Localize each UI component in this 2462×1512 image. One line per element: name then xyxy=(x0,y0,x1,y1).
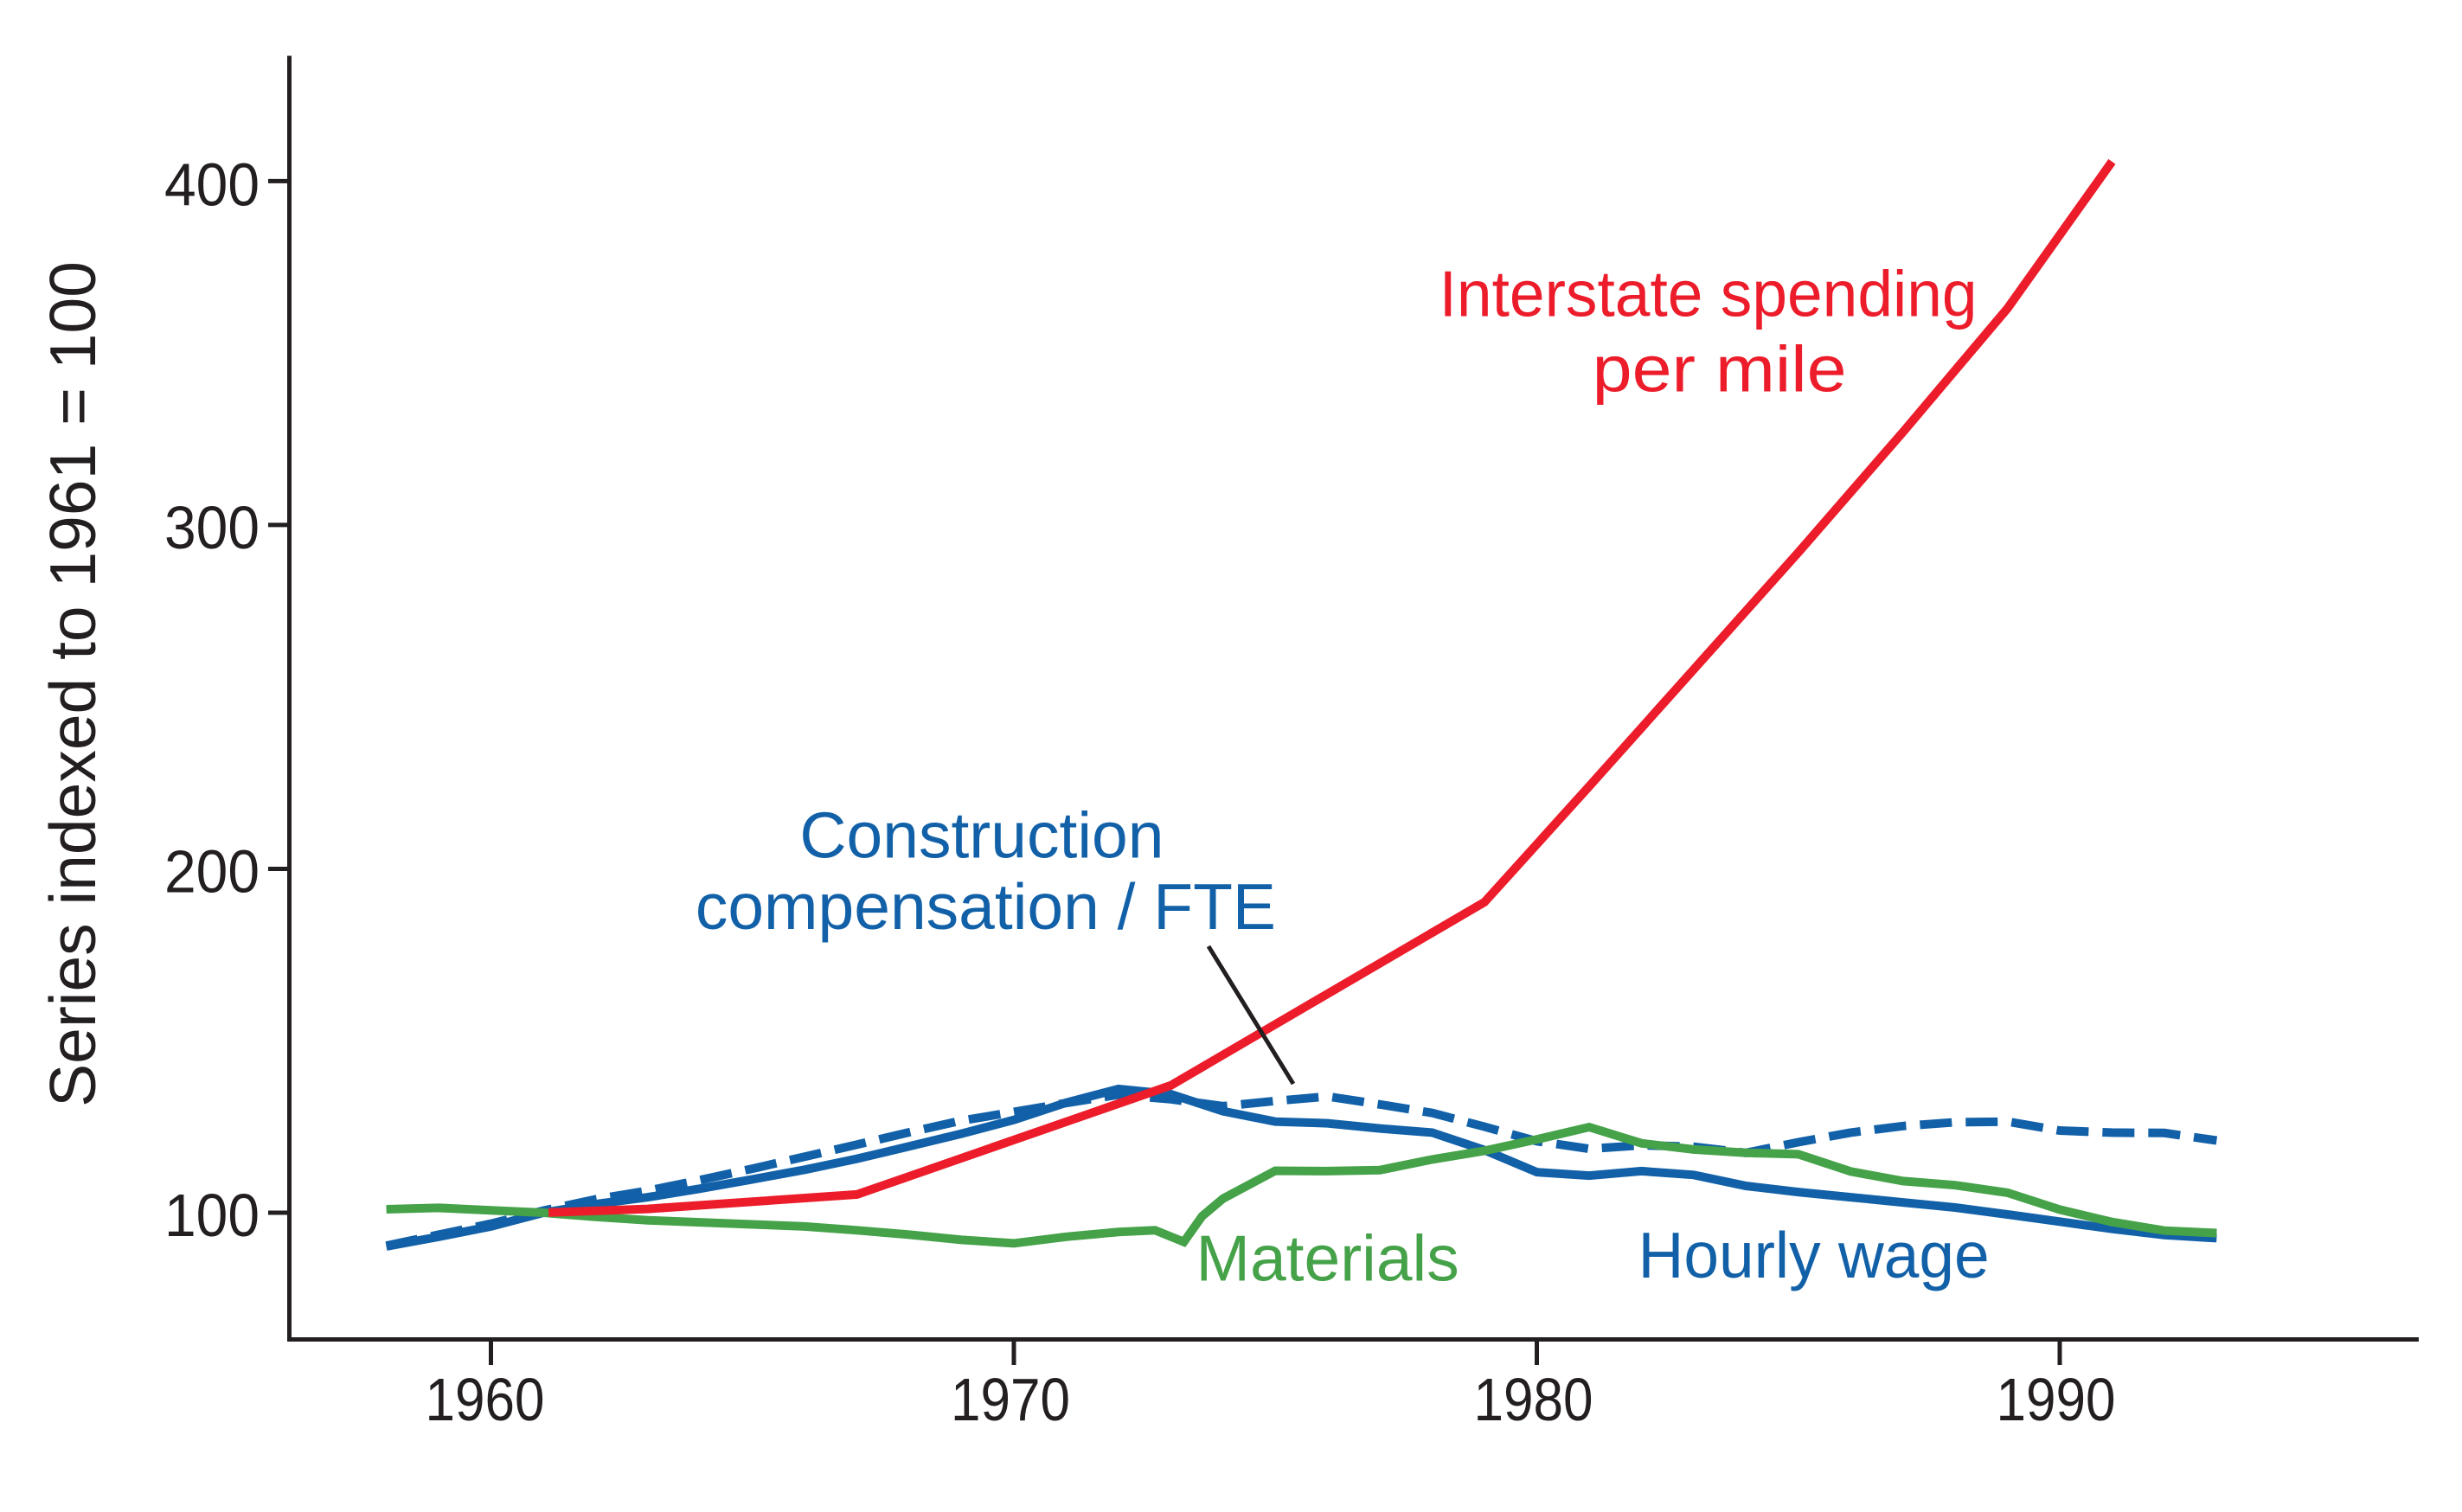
svg-text:1970: 1970 xyxy=(951,1366,1070,1433)
svg-text:Interstate spending: Interstate spending xyxy=(1439,258,1978,330)
svg-text:400: 400 xyxy=(164,151,260,219)
svg-text:compensation / FTE: compensation / FTE xyxy=(696,870,1276,943)
svg-text:Hourly wage: Hourly wage xyxy=(1638,1219,1990,1291)
svg-text:1980: 1980 xyxy=(1474,1366,1593,1433)
svg-text:200: 200 xyxy=(164,838,260,906)
svg-text:1990: 1990 xyxy=(1997,1366,2116,1433)
svg-text:1960: 1960 xyxy=(426,1366,545,1433)
svg-text:Materials: Materials xyxy=(1196,1221,1459,1294)
svg-text:per mile: per mile xyxy=(1593,333,1847,406)
svg-text:300: 300 xyxy=(164,494,260,561)
svg-text:Construction: Construction xyxy=(799,798,1164,871)
svg-text:100: 100 xyxy=(164,1182,260,1249)
svg-text:Series indexed to 1961 = 100: Series indexed to 1961 = 100 xyxy=(36,261,109,1107)
